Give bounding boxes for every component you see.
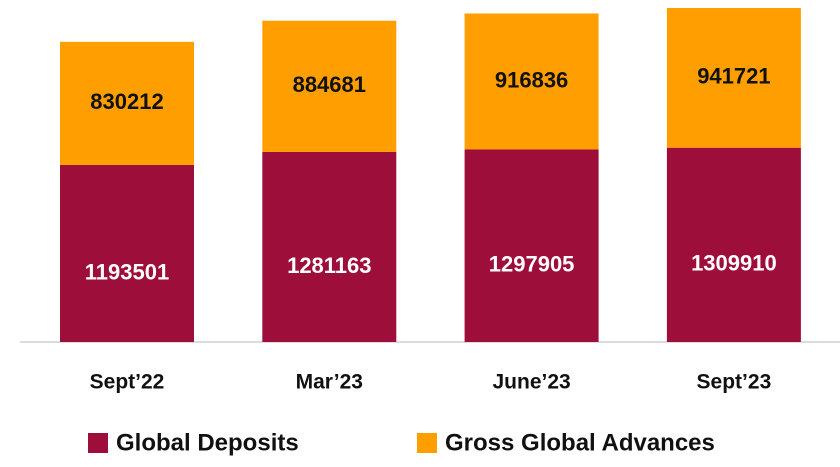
bar-segment xyxy=(262,151,397,342)
bar-segment xyxy=(666,147,801,342)
legend-swatch xyxy=(88,433,108,453)
data-label: 1281163 xyxy=(287,253,371,278)
x-tick-label: Sept’22 xyxy=(90,371,165,394)
bar-segment xyxy=(262,20,397,152)
legend-label: Gross Global Advances xyxy=(445,429,715,456)
legend-swatch xyxy=(417,433,437,453)
data-label: 941721 xyxy=(697,64,770,89)
data-label: 884681 xyxy=(293,72,366,97)
x-tick-label: Sept’23 xyxy=(697,371,772,394)
bar-segment xyxy=(60,164,194,342)
data-label: 916836 xyxy=(495,67,568,92)
bar-segment xyxy=(464,149,599,342)
data-label: 1309910 xyxy=(691,251,777,276)
data-label: 1297905 xyxy=(489,252,575,277)
bar-segment xyxy=(60,41,194,165)
data-label: 830212 xyxy=(90,89,163,114)
x-tick-label: Mar’23 xyxy=(296,371,363,394)
x-tick-label: June’23 xyxy=(492,371,570,394)
bar-segment xyxy=(666,8,801,148)
data-label: 1193501 xyxy=(85,259,169,284)
bar-segment xyxy=(464,13,599,150)
legend-label: Global Deposits xyxy=(116,429,299,456)
